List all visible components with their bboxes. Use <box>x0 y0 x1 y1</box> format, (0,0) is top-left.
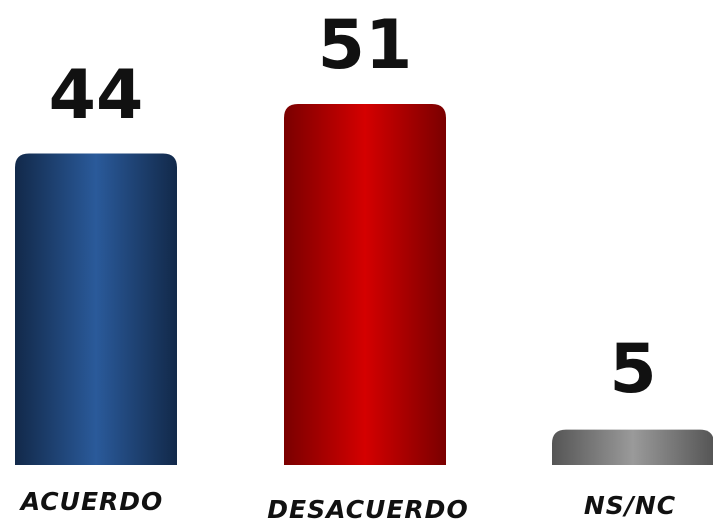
category-label-acuerdo: ACUERDO <box>19 487 164 516</box>
bar-acuerdo <box>15 153 177 466</box>
value-label-desacuerdo: 51 <box>318 6 413 85</box>
value-label-nsnc: 5 <box>609 330 656 409</box>
value-label-acuerdo: 44 <box>49 56 144 135</box>
bar-nsnc <box>552 429 713 465</box>
category-label-nsnc: NS/NC <box>584 491 676 520</box>
bars-group <box>15 104 713 466</box>
category-label-desacuerdo: DESACUERDO <box>267 495 468 524</box>
bar-desacuerdo <box>284 104 446 465</box>
